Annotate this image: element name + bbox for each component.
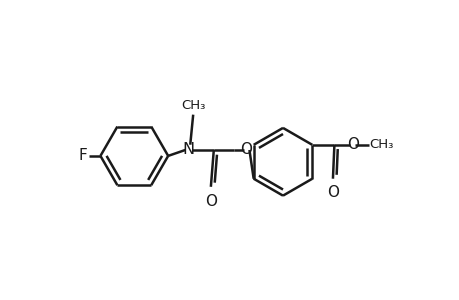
Text: O: O xyxy=(346,137,358,152)
Text: O: O xyxy=(240,142,252,158)
Text: CH₃: CH₃ xyxy=(369,138,393,151)
Text: F: F xyxy=(78,148,87,164)
Text: CH₃: CH₃ xyxy=(180,99,205,112)
Text: O: O xyxy=(204,194,216,209)
Text: O: O xyxy=(326,185,338,200)
Text: N: N xyxy=(182,142,195,158)
